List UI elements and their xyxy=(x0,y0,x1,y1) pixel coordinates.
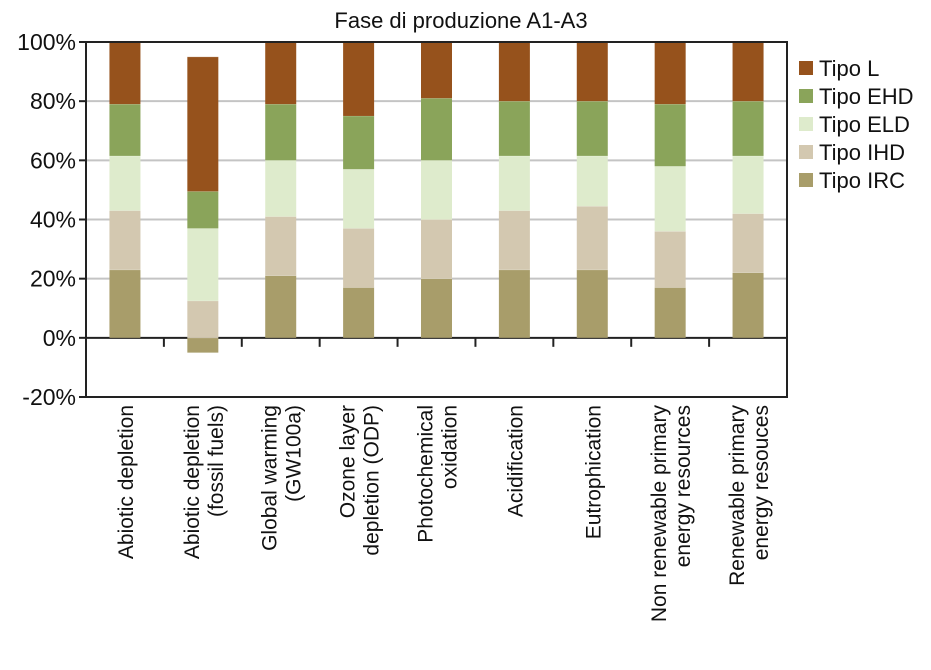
x-tick-label: Photochemical xyxy=(415,405,438,543)
bar-segment xyxy=(109,210,141,270)
bar-segment xyxy=(498,210,530,270)
bar-segment xyxy=(576,206,608,270)
x-tick-label: Ozone layer xyxy=(337,405,360,518)
legend-label: Tipo EHD xyxy=(819,84,914,109)
x-tick-label: oxidation xyxy=(439,405,462,489)
bar-segment xyxy=(187,337,219,353)
bar-segment xyxy=(421,98,452,161)
bar-segment xyxy=(343,115,375,170)
x-tick-label: (fossil fuels) xyxy=(205,405,228,517)
bar-segment xyxy=(654,42,686,105)
bar-segment xyxy=(654,166,686,232)
bar-segment xyxy=(187,228,219,301)
chart-title: Fase di produzione A1-A3 xyxy=(334,8,587,33)
legend-label: Tipo IHD xyxy=(819,140,905,165)
bar-segment xyxy=(421,42,452,99)
bar-segment xyxy=(265,216,297,276)
y-tick-label: 0% xyxy=(43,325,76,351)
bar-segment xyxy=(187,56,219,192)
bar-segment xyxy=(109,155,141,211)
x-tick-label: Renewable primary xyxy=(726,405,749,586)
y-tick-label: 80% xyxy=(30,88,76,114)
bar-segment xyxy=(265,104,297,161)
y-tick-label: 20% xyxy=(30,266,76,292)
bar-segment xyxy=(109,42,141,105)
x-tick-label: energy resouces xyxy=(750,405,773,560)
bar-segment xyxy=(732,155,764,214)
bar-segment xyxy=(576,155,608,207)
legend-label: Tipo IRC xyxy=(819,168,905,193)
bar-segment xyxy=(498,42,530,102)
bar-segment xyxy=(265,275,297,338)
bar-segment xyxy=(732,42,764,102)
legend-swatch xyxy=(799,145,813,159)
x-tick-label: (GW100a) xyxy=(283,405,306,502)
legend-swatch xyxy=(799,61,813,75)
bar-segment xyxy=(732,272,764,338)
legend-swatch xyxy=(799,117,813,131)
legend-label: Tipo L xyxy=(819,56,879,81)
x-tick-label: Eutrophication xyxy=(582,405,605,539)
x-tick-label: Abiotic depletion xyxy=(115,405,138,559)
bar-segment xyxy=(421,278,452,338)
x-tick-label: depletion (ODP) xyxy=(361,405,384,556)
y-tick-label: 40% xyxy=(30,207,76,233)
bar-segment xyxy=(576,42,608,102)
bar-segment xyxy=(498,269,530,338)
bar-segment xyxy=(421,219,452,279)
x-tick-label: Acidification xyxy=(504,405,527,517)
bar-segment xyxy=(421,160,452,220)
bar-segment xyxy=(654,287,686,338)
bar-segment xyxy=(654,231,686,288)
bar-segment xyxy=(343,169,375,229)
y-tick-label: 100% xyxy=(17,29,76,55)
bar-segment xyxy=(265,160,297,217)
bar-segment xyxy=(187,191,219,229)
bar-segment xyxy=(265,42,297,105)
bar-segment xyxy=(498,155,530,211)
bar-segment xyxy=(109,269,141,338)
bar-segment xyxy=(343,42,375,116)
x-tick-label: energy resources xyxy=(672,405,695,567)
bar-segment xyxy=(343,287,375,338)
x-tick-label: Global warming xyxy=(259,405,282,551)
bar-segment xyxy=(109,104,141,156)
legend-swatch xyxy=(799,173,813,187)
bar-segment xyxy=(654,104,686,167)
y-tick-label: -20% xyxy=(22,384,76,410)
bar-segment xyxy=(187,300,219,338)
x-tick-label: Abiotic depletion xyxy=(181,405,204,559)
bar-segment xyxy=(498,101,530,156)
bar-segment xyxy=(732,213,764,273)
legend-swatch xyxy=(799,89,813,103)
legend-label: Tipo ELD xyxy=(819,112,910,137)
x-tick-label: Non renewable primary xyxy=(648,405,671,623)
bar-segment xyxy=(576,269,608,338)
y-tick-label: 60% xyxy=(30,147,76,173)
bar-segment xyxy=(576,101,608,156)
bar-segment xyxy=(343,228,375,288)
bar-segment xyxy=(732,101,764,156)
